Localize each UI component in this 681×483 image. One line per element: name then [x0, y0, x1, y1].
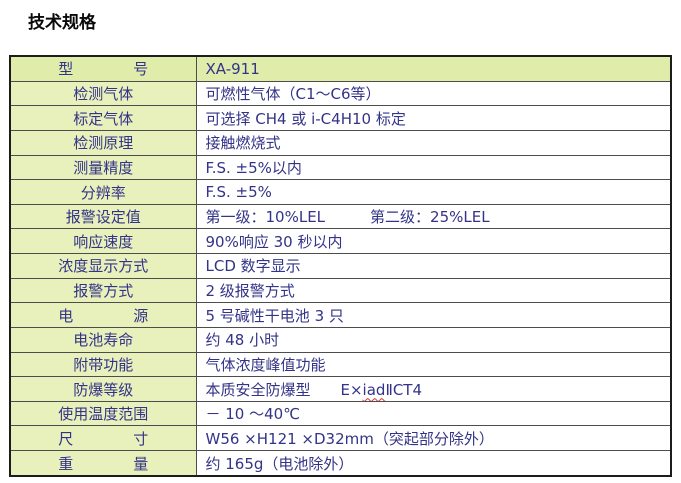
spec-table: 型 号 XA-911 检测气体 可燃性气体（C1～C6等） 标定气体 可选择 C…	[9, 55, 672, 477]
page-title: 技术规格	[28, 13, 96, 33]
row-value: 约 165g（电池除外）	[195, 450, 672, 477]
row-value: LCD 数字显示	[195, 253, 672, 279]
row-value: XA-911	[195, 55, 672, 82]
row-value: 5 号碱性干电池 3 只	[195, 302, 672, 328]
row-label: 使用温度范围	[9, 400, 197, 427]
table-row-power: 电 源 5 号碱性干电池 3 只	[9, 302, 672, 328]
row-value: 本质安全防爆型 E×iadⅡCT4	[195, 376, 672, 402]
row-label: 防爆等级	[9, 376, 197, 402]
table-row-calibration-gas: 标定气体 可选择 CH4 或 i-C4H10 标定	[9, 105, 672, 131]
row-label: 分辨率	[9, 179, 197, 205]
table-row-alarm-mode: 报警方式 2 级报警方式	[9, 277, 672, 304]
table-row-response-speed: 响应速度 90%响应 30 秒以内	[9, 228, 672, 255]
row-value: 约 48 小时	[195, 326, 672, 353]
row-label: 电池寿命	[9, 326, 197, 353]
row-label: 电 源	[9, 302, 197, 328]
row-value: 气体浓度峰值功能	[195, 351, 672, 378]
row-label: 响应速度	[9, 228, 197, 255]
table-row-operating-temperature: 使用温度范围 － 10 ～40℃	[9, 400, 672, 427]
row-label: 检测气体	[9, 80, 197, 107]
row-value-part: 本质安全防爆型 E×	[205, 380, 363, 399]
table-row-resolution: 分辨率 F.S. ±5%	[9, 179, 672, 205]
row-label: 尺 寸	[9, 425, 197, 452]
table-row-extra-function: 附带功能 气体浓度峰值功能	[9, 351, 672, 378]
table-row-battery-life: 电池寿命 约 48 小时	[9, 326, 672, 353]
table-row-accuracy: 测量精度 F.S. ±5%以内	[9, 154, 672, 181]
row-value: － 10 ～40℃	[195, 400, 672, 427]
table-row-weight: 重 量 约 165g（电池除外）	[9, 450, 672, 477]
row-value: W56 ×H121 ×D32mm（突起部分除外）	[195, 425, 672, 452]
row-label: 重 量	[9, 450, 197, 477]
row-label: 附带功能	[9, 351, 197, 378]
row-label: 报警方式	[9, 277, 197, 304]
table-row-detection-principle: 检测原理 接触燃烧式	[9, 129, 672, 156]
row-value: F.S. ±5%	[195, 179, 672, 205]
table-row-model: 型 号 XA-911	[9, 55, 672, 82]
row-value: 2 级报警方式	[195, 277, 672, 304]
table-row-alarm-setpoint: 报警设定值 第一级：10%LEL 第二级：25%LEL	[9, 203, 672, 230]
row-value-part: ⅡCT4	[385, 380, 422, 399]
row-label: 测量精度	[9, 154, 197, 181]
row-value: F.S. ±5%以内	[195, 154, 672, 181]
row-label: 型 号	[9, 55, 197, 82]
table-row-detected-gas: 检测气体 可燃性气体（C1～C6等）	[9, 80, 672, 107]
row-value: 接触燃烧式	[195, 129, 672, 156]
table-row-display-mode: 浓度显示方式 LCD 数字显示	[9, 253, 672, 279]
row-value: 第一级：10%LEL 第二级：25%LEL	[195, 203, 672, 230]
row-value: 可选择 CH4 或 i-C4H10 标定	[195, 105, 672, 131]
row-value: 可燃性气体（C1～C6等）	[195, 80, 672, 107]
row-label: 报警设定值	[9, 203, 197, 230]
spellcheck-underline: iad	[362, 380, 386, 399]
row-label: 标定气体	[9, 105, 197, 131]
row-value: 90%响应 30 秒以内	[195, 228, 672, 255]
table-row-dimensions: 尺 寸 W56 ×H121 ×D32mm（突起部分除外）	[9, 425, 672, 452]
table-row-explosion-proof-class: 防爆等级 本质安全防爆型 E×iadⅡCT4	[9, 376, 672, 402]
row-label: 检测原理	[9, 129, 197, 156]
row-label: 浓度显示方式	[9, 253, 197, 279]
